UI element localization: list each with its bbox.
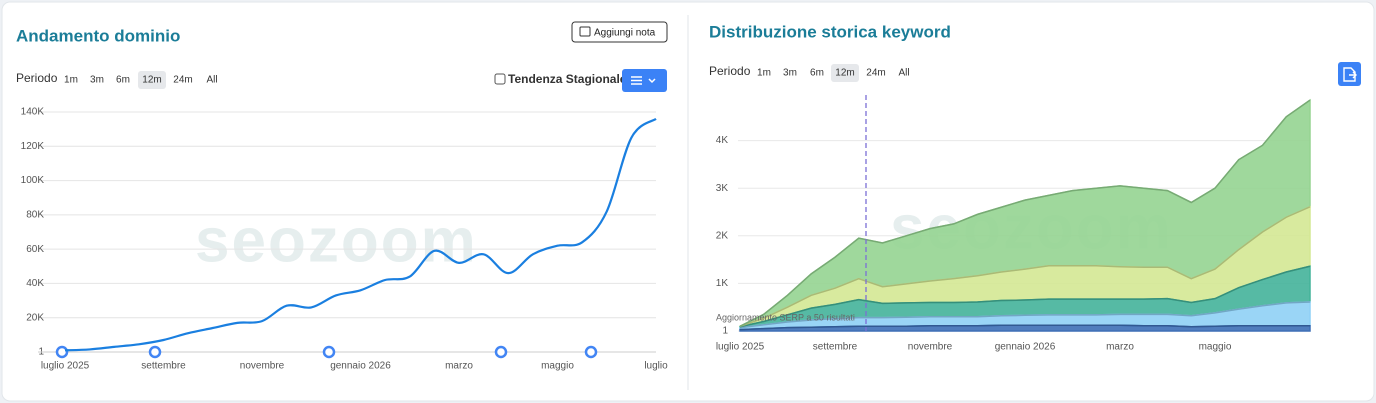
period-button-label: All [898, 68, 909, 79]
x-tick-label: settembre [141, 361, 186, 372]
x-tick-label: novembre [240, 361, 285, 372]
period-label: Periodo [16, 71, 58, 85]
y-tick-label: 1 [722, 326, 728, 337]
annotation-label: Aggiornamento SERP a 50 risultati [716, 312, 855, 322]
watermark: seozoom [195, 206, 478, 275]
chart-title: Andamento dominio [16, 26, 180, 45]
area-edge [739, 99, 1311, 327]
x-tick-label: marzo [445, 361, 473, 372]
y-tick-label: 100K [21, 175, 45, 186]
y-tick-label: 120K [21, 141, 45, 152]
period-button-label: 12m [142, 75, 161, 86]
period-button[interactable] [138, 71, 166, 89]
period-button-label: All [206, 75, 217, 86]
menu-icon [631, 76, 656, 85]
y-tick-label: 80K [26, 209, 44, 220]
period-button-label: 3m [90, 75, 104, 86]
x-tick-label: maggio [1199, 342, 1232, 353]
y-tick-label: 1K [716, 278, 729, 289]
export-icon [1343, 67, 1357, 82]
note-button-label: Aggiungi nota [594, 28, 656, 39]
x-tick-label: novembre [908, 342, 953, 353]
checkbox-label: Tendenza Stagionale [508, 72, 627, 86]
y-tick-label: 4K [716, 135, 729, 146]
period-button-label: 12m [835, 68, 854, 79]
line [64, 117, 657, 352]
period-label: Periodo [709, 64, 751, 78]
export-button[interactable] [1338, 62, 1361, 86]
update-icon [148, 345, 162, 359]
area-edge [739, 324, 1310, 331]
area-edge [739, 301, 1311, 329]
update-icon [494, 345, 508, 359]
x-tick-label: gennaio 2026 [330, 361, 391, 372]
period-button-label: 1m [64, 75, 78, 86]
period-button-label: 6m [810, 68, 824, 79]
update-icon [584, 345, 598, 359]
x-tick-label: luglio [644, 361, 668, 372]
x-tick-label: settembre [813, 342, 858, 353]
chart-title: Distribuzione storica keyword [709, 22, 951, 41]
y-tick-label: 20K [26, 312, 44, 323]
y-tick-label: 40K [26, 278, 44, 289]
area-edge [739, 206, 1311, 327]
x-tick-label: gennaio 2026 [995, 342, 1056, 353]
update-icon [55, 345, 69, 359]
period-button-label: 3m [783, 68, 797, 79]
y-tick-label: 2K [716, 230, 729, 241]
y-tick-label: 60K [26, 244, 44, 255]
x-tick-label: maggio [541, 361, 574, 372]
note-button[interactable] [571, 21, 668, 43]
period-button-label: 6m [116, 75, 130, 86]
period-button-label: 24m [866, 68, 885, 79]
update-icon [322, 345, 336, 359]
x-tick-label: luglio 2025 [716, 342, 765, 353]
x-tick-label: marzo [1106, 342, 1134, 353]
period-button-label: 24m [173, 75, 192, 86]
checkbox[interactable] [494, 73, 506, 85]
y-tick-label: 3K [716, 183, 729, 194]
period-button[interactable] [831, 64, 859, 82]
x-tick-label: luglio 2025 [41, 361, 90, 372]
area-edge [739, 265, 1311, 328]
note-icon [579, 26, 591, 37]
y-tick-label: 140K [21, 107, 45, 118]
menu-button[interactable] [622, 69, 667, 92]
period-button-label: 1m [757, 68, 771, 79]
